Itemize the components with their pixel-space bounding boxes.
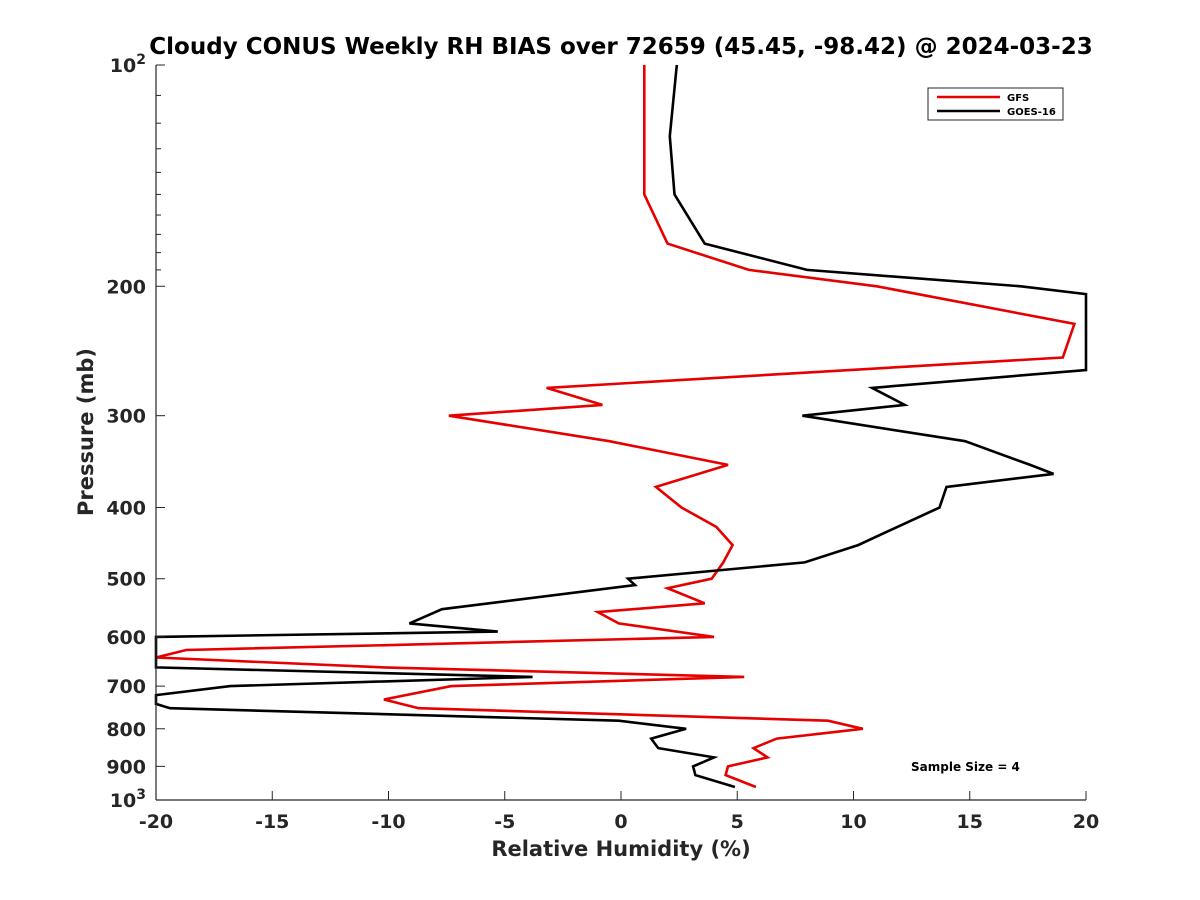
y-tick-label: 800 [106, 719, 146, 741]
y-tick-label: 200 [106, 276, 146, 298]
y-tick-label: 900 [106, 756, 146, 778]
legend-label-goes16: GOES-16 [1007, 107, 1056, 118]
x-tick-label: -20 [139, 811, 173, 833]
legend-box [927, 87, 1064, 121]
x-tick-label: 0 [614, 811, 627, 833]
y-tick-label: 500 [106, 569, 146, 591]
y-tick-label: 400 [106, 498, 146, 520]
series-line-gfs [155, 65, 1077, 789]
y-tick-label: 600 [106, 627, 146, 649]
legend: GFS GOES-16 [927, 87, 1064, 121]
y-tick-label: 300 [106, 406, 146, 428]
y-tick-label: 103 [110, 787, 146, 812]
legend-label-gfs: GFS [1007, 93, 1029, 104]
x-tick-label: 20 [1073, 811, 1099, 833]
x-axis-label: Relative Humidity (%) [491, 837, 750, 861]
y-axis-label: Pressure (mb) [74, 348, 98, 516]
x-tick-label: 10 [840, 811, 866, 833]
chart-title: Cloudy CONUS Weekly RH BIAS over 72659 (… [149, 34, 1092, 60]
sample-size-annotation: Sample Size = 4 [911, 760, 1020, 774]
x-tick-label: 15 [957, 811, 983, 833]
series-layer [154, 64, 1088, 789]
y-tick-label: 700 [106, 676, 146, 698]
x-tick-label: -15 [255, 811, 289, 833]
x-tick-label: -5 [494, 811, 515, 833]
series-line-goes16 [154, 64, 1088, 789]
x-tick-label: 5 [731, 811, 744, 833]
x-tick-label: -10 [371, 811, 405, 833]
x-ticks: -20 -15 -10 -5 0 5 10 15 20 [139, 791, 1099, 833]
y-ticks: 102 200 300 400 500 600 700 800 900 103 [106, 52, 165, 812]
y-tick-label: 102 [110, 52, 146, 77]
